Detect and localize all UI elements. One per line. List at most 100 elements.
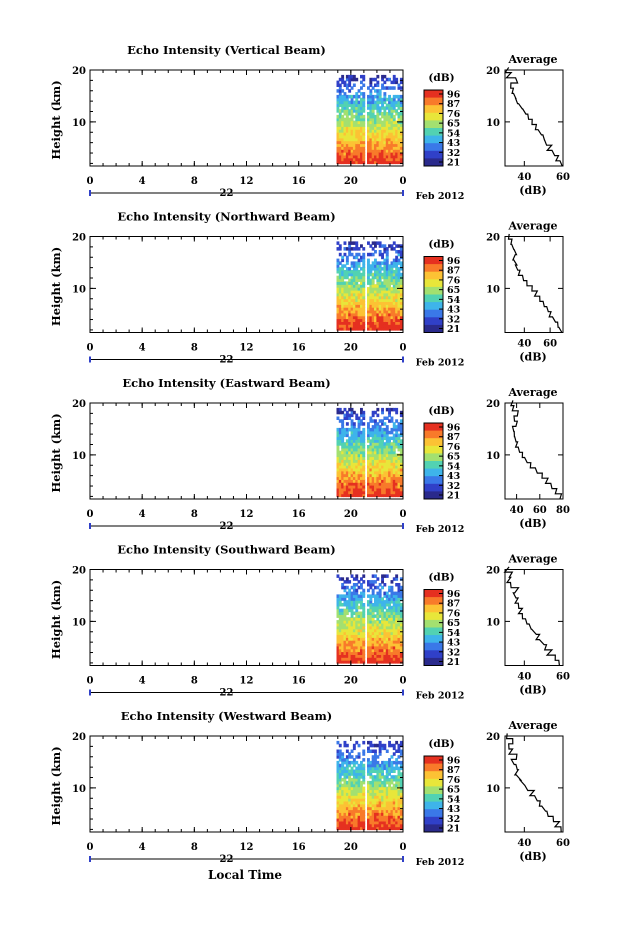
heatmap-cell — [374, 574, 377, 578]
heatmap-cell — [390, 267, 394, 271]
profile-y-tick-label: 10 — [486, 451, 500, 462]
heatmap-cell — [369, 117, 373, 122]
heatmap-cell — [357, 106, 361, 110]
heatmap-cell — [350, 106, 354, 110]
heatmap-cell — [378, 485, 382, 489]
heatmap-cell — [383, 123, 387, 127]
heatmap-cell — [390, 149, 394, 153]
heatmap-cell — [369, 815, 373, 819]
heatmap-cell — [357, 154, 361, 159]
heatmap-cell — [376, 270, 380, 274]
heatmap-cell — [390, 631, 394, 635]
heatmap-cell — [362, 763, 366, 768]
heatmap-cell — [362, 152, 366, 156]
heatmap-cell — [360, 309, 363, 314]
heatmap-cell — [360, 129, 363, 133]
heatmap-cell — [355, 450, 359, 455]
heatmap-cell — [392, 295, 396, 300]
heatmap-cell — [343, 780, 347, 785]
heatmap-cell — [348, 436, 352, 440]
heatmap-cell — [395, 642, 399, 647]
heatmap-cell — [369, 143, 373, 147]
colorbar-swatch — [424, 771, 443, 780]
heatmap-cell — [357, 109, 361, 113]
heatmap-cell — [352, 620, 356, 624]
heatmap-cell — [369, 493, 373, 498]
heatmap-cell — [383, 152, 387, 156]
heatmap-cell — [362, 800, 366, 805]
heatmap-cell — [369, 292, 373, 297]
heatmap-cell — [397, 614, 401, 618]
heatmap-cell — [381, 321, 384, 325]
heatmap-cell — [376, 433, 380, 438]
heatmap-cell — [397, 591, 401, 596]
heatmap-cell — [362, 117, 366, 122]
heatmap-cell — [392, 456, 396, 460]
heatmap-cell — [336, 100, 340, 105]
heatmap-cell — [399, 479, 403, 483]
heatmap-cell — [357, 247, 361, 251]
heatmap-cell — [348, 580, 352, 584]
heatmap-cell — [381, 292, 384, 297]
heatmap-cell — [390, 456, 394, 460]
heatmap-cell — [352, 493, 356, 498]
heatmap-cell — [355, 812, 359, 816]
heatmap-cell — [376, 479, 380, 483]
heatmap-cell — [343, 775, 347, 779]
heatmap-cell — [348, 603, 352, 607]
heatmap-cell — [397, 490, 401, 495]
heatmap-cell — [367, 289, 370, 294]
heatmap-cell — [345, 114, 349, 119]
heatmap-cell — [348, 473, 352, 478]
heatmap-cell — [350, 603, 354, 607]
heatmap-cell — [388, 818, 391, 822]
heatmap-cell — [352, 270, 356, 274]
heatmap-cell — [395, 149, 399, 153]
heatmap-cell — [390, 654, 394, 658]
heatmap-cell — [345, 617, 349, 621]
heatmap-cell — [369, 126, 373, 130]
heatmap-cell — [343, 470, 347, 475]
heatmap-cell — [348, 281, 352, 285]
y-tick-label: 10 — [72, 617, 86, 628]
heatmap-cell — [374, 473, 377, 478]
heatmap-cell — [367, 462, 370, 466]
heatmap-cell — [376, 645, 380, 650]
heatmap-cell — [360, 433, 363, 438]
heatmap-cell — [348, 442, 352, 446]
heatmap-cell — [352, 450, 356, 455]
heatmap-cell — [383, 433, 387, 438]
heatmap-cell — [355, 600, 359, 604]
heatmap-cell — [385, 614, 389, 618]
heatmap-cell — [352, 247, 356, 251]
heatmap-cell — [343, 772, 347, 776]
x-tick-label: 0 — [87, 343, 94, 354]
heatmap-cell — [348, 800, 352, 805]
heatmap-cell — [350, 97, 354, 102]
heatmap-cell — [378, 445, 382, 449]
heatmap-cell — [345, 809, 349, 813]
heatmap-cell — [369, 487, 373, 492]
heatmap-cell — [343, 137, 347, 142]
heatmap-cell — [355, 112, 359, 116]
heatmap-cell — [371, 427, 375, 432]
heatmap-cell — [378, 430, 382, 435]
heatmap-cell — [376, 160, 380, 165]
x-tick-label: 12 — [240, 176, 254, 187]
heatmap-cell — [350, 312, 354, 317]
heatmap-cell — [367, 140, 370, 145]
heatmap-cell — [338, 482, 342, 486]
heatmap-cell — [388, 792, 391, 796]
heatmap-cell — [376, 763, 380, 768]
heatmap-cell — [355, 778, 359, 782]
heatmap-cell — [336, 154, 340, 159]
heatmap-cell — [357, 275, 361, 280]
profile-x-tick-label: 40 — [510, 505, 524, 516]
heatmap-cell — [343, 479, 347, 483]
heatmap-cell — [338, 766, 342, 771]
heatmap-cell — [378, 292, 382, 297]
heatmap-cell — [348, 112, 352, 116]
heatmap-cell — [360, 140, 363, 145]
heatmap-cell — [350, 410, 354, 415]
heatmap-cell — [392, 769, 396, 773]
